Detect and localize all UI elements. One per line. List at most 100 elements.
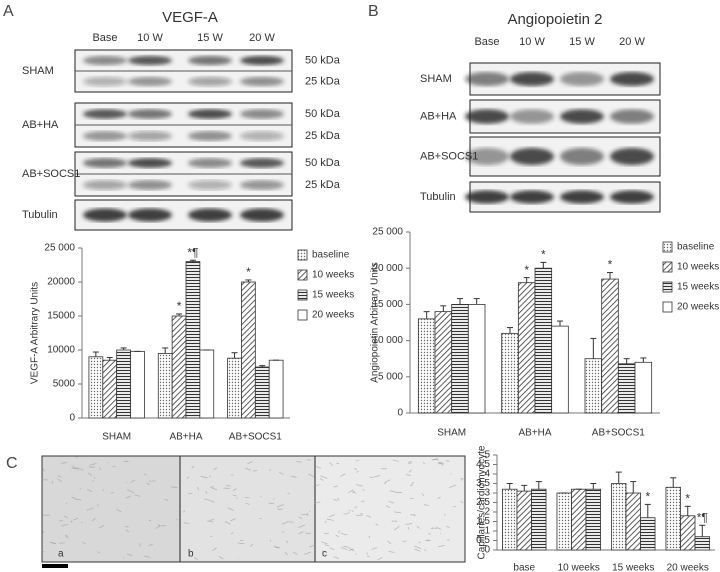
error-bar bbox=[699, 524, 706, 537]
tissue-fiber bbox=[232, 494, 237, 497]
y-tick-label: 15000 bbox=[47, 311, 75, 322]
tissue-fiber bbox=[70, 520, 73, 523]
panel-letter: A bbox=[3, 3, 14, 20]
blot-band bbox=[83, 109, 127, 119]
tissue-fiber bbox=[89, 462, 97, 466]
tissue-fiber bbox=[371, 547, 378, 550]
tissue-fiber bbox=[405, 523, 413, 525]
tissue-fiber bbox=[91, 518, 96, 522]
tissue-fiber bbox=[329, 547, 335, 550]
tissue-fiber bbox=[354, 505, 358, 509]
blot-band bbox=[83, 131, 127, 141]
tissue-fiber bbox=[126, 553, 133, 556]
tissue-fiber bbox=[209, 475, 212, 478]
tissue-fiber bbox=[276, 504, 285, 508]
bar bbox=[501, 332, 519, 414]
legend-swatch bbox=[662, 241, 673, 253]
blot-band bbox=[240, 55, 284, 66]
y-axis-label: VEGF-A Arbitrary Units bbox=[30, 282, 41, 384]
tissue-fiber bbox=[408, 469, 412, 473]
tissue-fiber bbox=[324, 520, 327, 524]
kda-label: 25 kDa bbox=[305, 130, 341, 142]
tissue-fiber bbox=[200, 475, 208, 479]
x-tick-label: AB+HA bbox=[518, 428, 551, 439]
tissue-fiber bbox=[319, 478, 324, 481]
tissue-fiber bbox=[460, 500, 464, 504]
error-bar bbox=[259, 365, 266, 367]
legend-swatch bbox=[297, 309, 308, 321]
tissue-fiber bbox=[375, 523, 379, 526]
bar bbox=[517, 282, 536, 414]
panel-letter: B bbox=[368, 3, 379, 20]
y-axis-label: Capillaries/cardiomyocyte bbox=[477, 445, 488, 559]
tissue-fiber bbox=[213, 466, 218, 471]
blot-band bbox=[188, 131, 232, 141]
lane-label: 15 W bbox=[569, 36, 595, 48]
tissue-fiber bbox=[360, 500, 365, 503]
error-bar bbox=[607, 272, 613, 280]
tissue-fiber bbox=[424, 549, 427, 552]
bar bbox=[268, 359, 284, 419]
x-tick-label: SHAM bbox=[437, 428, 466, 439]
tissue-fiber bbox=[155, 525, 161, 529]
error-bar bbox=[120, 347, 127, 350]
blot-band bbox=[83, 180, 127, 190]
y-tick-label: 2.5 bbox=[476, 497, 490, 508]
tissue-fiber bbox=[348, 548, 354, 551]
tissue-fiber bbox=[366, 514, 372, 518]
y-tick-label: 0 bbox=[397, 408, 403, 419]
blot-band bbox=[128, 55, 172, 66]
error-bar bbox=[423, 311, 430, 319]
blot-band bbox=[560, 147, 604, 166]
tissue-fiber bbox=[209, 519, 215, 521]
kda-label: 25 kDa bbox=[305, 75, 341, 87]
y-tick-label: 2 bbox=[484, 507, 490, 518]
blot-band bbox=[188, 109, 232, 119]
bar bbox=[534, 267, 553, 414]
error-bar bbox=[507, 327, 513, 334]
error-bar bbox=[615, 471, 622, 484]
y-tick-label: 1.5 bbox=[476, 516, 490, 527]
error-bar bbox=[440, 305, 447, 312]
tissue-fiber bbox=[42, 468, 45, 472]
tissue-fiber bbox=[413, 545, 422, 549]
y-tick-label: 25 000 bbox=[372, 227, 403, 238]
x-tick-label: AB+SOCS1 bbox=[592, 428, 646, 439]
error-bar bbox=[457, 298, 463, 305]
blot-band bbox=[83, 208, 127, 222]
blot-band bbox=[560, 190, 604, 204]
x-tick-label: base bbox=[513, 563, 535, 572]
legend-label: 10 weeks bbox=[677, 262, 719, 273]
tissue-fiber bbox=[186, 476, 190, 480]
tissue-fiber bbox=[366, 555, 370, 558]
tissue-fiber bbox=[296, 461, 302, 463]
tissue-fiber bbox=[176, 518, 178, 521]
tissue-fiber bbox=[227, 507, 235, 511]
blot-band bbox=[188, 180, 232, 190]
tissue-fiber bbox=[304, 551, 312, 555]
tissue-fiber bbox=[333, 485, 337, 488]
tissue-fiber bbox=[314, 501, 321, 504]
tissue-fiber bbox=[42, 530, 45, 533]
tissue-fiber bbox=[328, 514, 336, 518]
significance-mark: * bbox=[541, 248, 546, 262]
tissue-fiber bbox=[316, 466, 322, 469]
error-bar bbox=[523, 277, 530, 283]
blot-band bbox=[240, 208, 284, 222]
tissue-fiber bbox=[148, 480, 151, 482]
tissue-fiber bbox=[93, 476, 96, 479]
lane-label: 10 W bbox=[519, 36, 545, 48]
tissue-fiber bbox=[388, 500, 395, 504]
tissue-fiber bbox=[125, 495, 131, 499]
tissue-fiber bbox=[61, 462, 68, 464]
tissue-fiber bbox=[408, 461, 413, 463]
tissue-fiber bbox=[340, 547, 348, 550]
tissue-fiber bbox=[324, 532, 329, 535]
tissue-fiber bbox=[308, 473, 315, 478]
tissue-fiber bbox=[411, 481, 414, 485]
tissue-fiber bbox=[277, 507, 280, 511]
tissue-fiber bbox=[333, 556, 340, 560]
significance-mark: * bbox=[685, 491, 690, 505]
tissue-fiber bbox=[91, 480, 95, 482]
tissue-fiber bbox=[57, 475, 62, 478]
